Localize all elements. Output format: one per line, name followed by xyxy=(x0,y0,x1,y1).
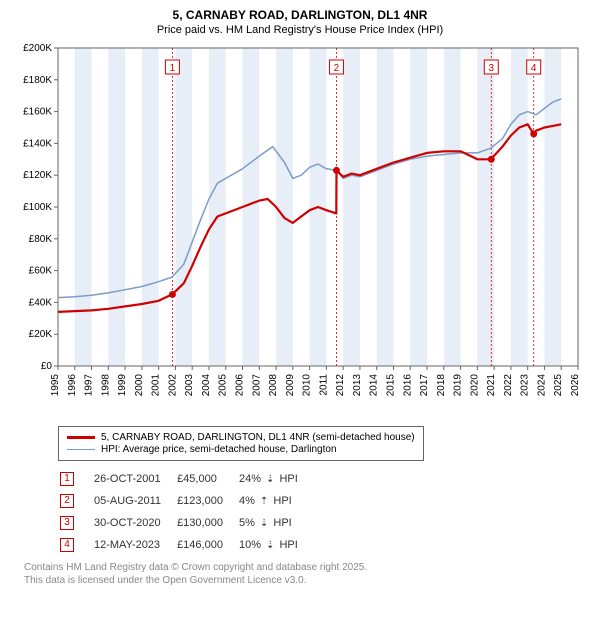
svg-text:2014: 2014 xyxy=(369,374,380,397)
svg-text:2025: 2025 xyxy=(553,374,564,397)
svg-text:2026: 2026 xyxy=(570,374,581,397)
legend-swatch-hpi xyxy=(67,449,95,451)
svg-text:2013: 2013 xyxy=(352,374,363,397)
sale-date: 26-OCT-2001 xyxy=(94,469,175,489)
arrow-down-icon: ⇣ xyxy=(260,518,268,529)
legend-row-price-paid: 5, CARNABY ROAD, DARLINGTON, DL1 4NR (se… xyxy=(67,432,415,443)
svg-text:2008: 2008 xyxy=(268,374,279,397)
sale-pct: 4% ⇡ HPI xyxy=(239,491,312,511)
svg-text:2019: 2019 xyxy=(453,374,464,397)
svg-text:£100K: £100K xyxy=(23,202,52,213)
svg-text:2015: 2015 xyxy=(385,374,396,397)
svg-text:2001: 2001 xyxy=(151,374,162,397)
svg-text:2003: 2003 xyxy=(184,374,195,397)
svg-text:2011: 2011 xyxy=(318,374,329,396)
svg-text:2012: 2012 xyxy=(335,374,346,397)
attribution-line2: This data is licensed under the Open Gov… xyxy=(24,574,588,587)
svg-text:1999: 1999 xyxy=(117,374,128,397)
sale-pct: 24% ⇣ HPI xyxy=(239,469,312,489)
legend-label-price-paid: 5, CARNABY ROAD, DARLINGTON, DL1 4NR (se… xyxy=(101,432,415,443)
svg-text:1: 1 xyxy=(170,63,176,74)
svg-text:£80K: £80K xyxy=(29,234,53,245)
arrow-up-icon: ⇡ xyxy=(260,496,268,507)
sale-marker-3: 3 xyxy=(60,516,74,530)
svg-text:£60K: £60K xyxy=(29,266,53,277)
sale-marker-4: 4 xyxy=(60,538,74,552)
table-row: 3 30-OCT-2020£130,0005% ⇣ HPI xyxy=(60,513,312,533)
chart-svg: £0 £20K £40K £60K £80K £100K £120K £140K £160K £1… xyxy=(12,42,588,422)
svg-text:2006: 2006 xyxy=(235,374,246,397)
svg-text:£140K: £140K xyxy=(23,138,52,149)
svg-text:£160K: £160K xyxy=(23,107,52,118)
svg-text:2010: 2010 xyxy=(302,374,313,397)
svg-text:2022: 2022 xyxy=(503,374,514,397)
arrow-down-icon: ⇣ xyxy=(266,474,274,485)
svg-text:2024: 2024 xyxy=(536,374,547,397)
table-row: 4 12-MAY-2023£146,00010% ⇣ HPI xyxy=(60,535,312,555)
svg-text:2018: 2018 xyxy=(436,374,447,397)
sale-pct: 10% ⇣ HPI xyxy=(239,535,312,555)
sale-marker-2: 2 xyxy=(60,494,74,508)
sale-price: £45,000 xyxy=(177,469,237,489)
svg-text:1998: 1998 xyxy=(100,374,111,397)
svg-text:2023: 2023 xyxy=(520,374,531,397)
legend-label-hpi: HPI: Average price, semi-detached house,… xyxy=(101,444,337,455)
table-row: 2 05-AUG-2011£123,0004% ⇡ HPI xyxy=(60,491,312,511)
sale-date: 05-AUG-2011 xyxy=(94,491,175,511)
svg-text:2021: 2021 xyxy=(486,374,497,397)
svg-text:1997: 1997 xyxy=(84,374,95,397)
svg-text:£180K: £180K xyxy=(23,75,52,86)
arrow-down-icon: ⇣ xyxy=(266,540,274,551)
svg-text:1995: 1995 xyxy=(50,374,61,397)
chart: £0 £20K £40K £60K £80K £100K £120K £140K £160K £1… xyxy=(12,42,588,422)
sale-pct: 5% ⇣ HPI xyxy=(239,513,312,533)
svg-text:£0: £0 xyxy=(41,361,53,372)
svg-text:2016: 2016 xyxy=(402,374,413,397)
sale-price: £146,000 xyxy=(177,535,237,555)
svg-text:2004: 2004 xyxy=(201,374,212,397)
title-block: 5, CARNABY ROAD, DARLINGTON, DL1 4NR Pri… xyxy=(12,8,588,36)
svg-text:2000: 2000 xyxy=(134,374,145,397)
attribution: Contains HM Land Registry data © Crown c… xyxy=(24,561,588,587)
svg-text:2017: 2017 xyxy=(419,374,430,397)
title-line2: Price paid vs. HM Land Registry's House … xyxy=(12,24,588,36)
sale-marker-1: 1 xyxy=(60,472,74,486)
svg-text:4: 4 xyxy=(531,63,537,74)
legend-row-hpi: HPI: Average price, semi-detached house,… xyxy=(67,444,415,455)
legend-swatch-price-paid xyxy=(67,436,95,438)
svg-text:£40K: £40K xyxy=(29,297,53,308)
svg-text:2: 2 xyxy=(334,63,340,74)
svg-text:1996: 1996 xyxy=(67,374,78,397)
svg-text:2005: 2005 xyxy=(218,374,229,397)
sale-date: 12-MAY-2023 xyxy=(94,535,175,555)
svg-text:2009: 2009 xyxy=(285,374,296,397)
svg-text:£120K: £120K xyxy=(23,170,52,181)
sale-price: £123,000 xyxy=(177,491,237,511)
legend: 5, CARNABY ROAD, DARLINGTON, DL1 4NR (se… xyxy=(58,426,424,461)
attribution-line1: Contains HM Land Registry data © Crown c… xyxy=(24,561,588,574)
sale-price: £130,000 xyxy=(177,513,237,533)
sales-table: 1 26-OCT-2001£45,00024% ⇣ HPI 2 05-AUG-2011… xyxy=(58,467,314,557)
svg-text:£200K: £200K xyxy=(23,43,52,54)
table-row: 1 26-OCT-2001£45,00024% ⇣ HPI xyxy=(60,469,312,489)
sale-date: 30-OCT-2020 xyxy=(94,513,175,533)
title-line1: 5, CARNABY ROAD, DARLINGTON, DL1 4NR xyxy=(12,8,588,22)
svg-text:2002: 2002 xyxy=(167,374,178,397)
svg-text:2020: 2020 xyxy=(469,374,480,397)
svg-text:3: 3 xyxy=(488,63,494,74)
chart-container: 5, CARNABY ROAD, DARLINGTON, DL1 4NR Pri… xyxy=(0,0,600,591)
svg-text:£20K: £20K xyxy=(29,329,53,340)
svg-text:2007: 2007 xyxy=(251,374,262,397)
